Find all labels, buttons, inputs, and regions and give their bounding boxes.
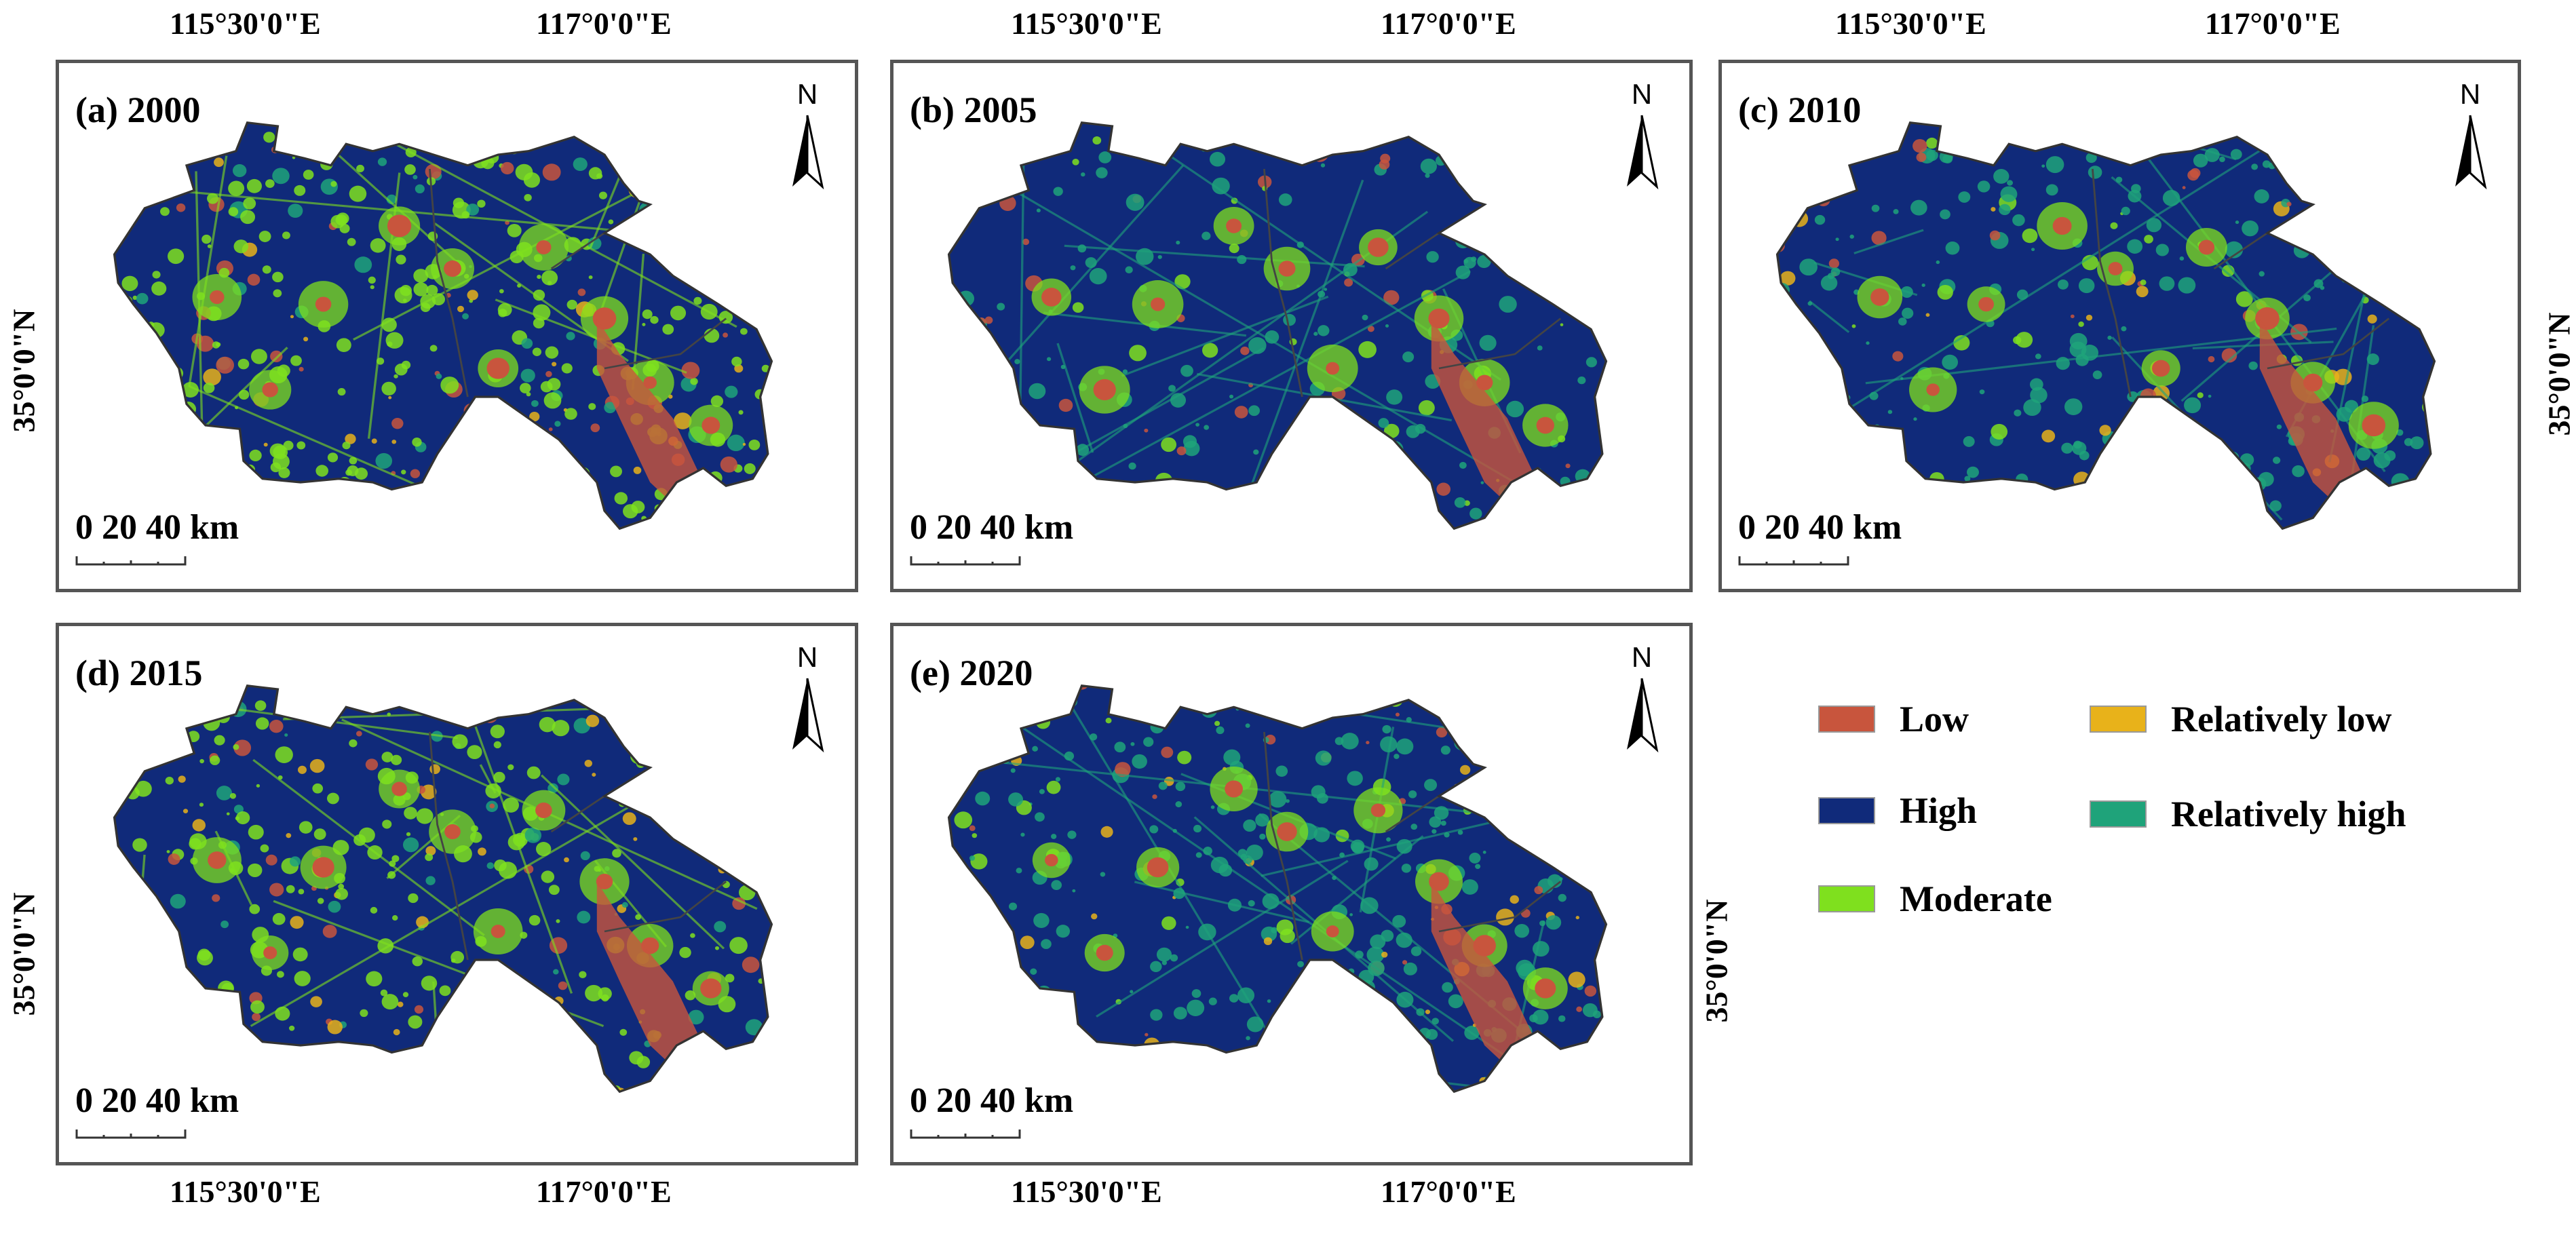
legend-item-low: Low (1818, 699, 1969, 739)
north-label: N (2459, 78, 2481, 110)
lon-label-top-c-right: 117°0'0"E (2205, 6, 2341, 41)
legend-swatch (2090, 706, 2147, 733)
legend-swatch (1818, 706, 1875, 733)
north-arrow-icon: N (780, 641, 834, 756)
legend-swatch (1818, 797, 1875, 824)
region-fill (948, 122, 1607, 529)
lon-label-top-b-left: 115°30'0"E (1011, 6, 1162, 41)
legend-item-relatively-low: Relatively low (2090, 699, 2391, 739)
map-region (947, 684, 1608, 1094)
lat-label-left-top: 35°0'0"N (6, 309, 41, 433)
lon-label-bottom-d-left: 115°30'0"E (170, 1174, 321, 1209)
panel-title: (a) 2000 (75, 90, 201, 130)
panel-title: (b) 2005 (910, 90, 1037, 130)
lat-label-right-c: 35°0'0"N (2541, 312, 2576, 436)
lon-label-top-a-right: 117°0'0"E (536, 6, 672, 41)
legend-label: Low (1900, 699, 1969, 739)
north-label: N (796, 78, 818, 110)
lon-label-top-c-left: 115°30'0"E (1835, 6, 1986, 41)
lon-label-bottom-e-right: 117°0'0"E (1381, 1174, 1516, 1209)
lon-label-bottom-e-left: 115°30'0"E (1011, 1174, 1162, 1209)
scale-bar: 0 20 40 km (1738, 507, 1902, 568)
scale-bar: 0 20 40 km (910, 507, 1073, 568)
legend-item-relatively-high: Relatively high (2090, 794, 2406, 834)
legend-label: Relatively low (2171, 699, 2392, 739)
map-panel-2005: (b) 2005 N 0 20 40 km (890, 60, 1693, 592)
scale-bar: 0 20 40 km (910, 1081, 1073, 1142)
legend-label: Moderate (1900, 878, 2052, 919)
map-panel-2010: (c) 2010 N 0 20 40 km (1718, 60, 2521, 592)
lon-label-bottom-d-right: 117°0'0"E (536, 1174, 672, 1209)
north-arrow-icon: N (780, 78, 834, 193)
legend-swatch (1818, 885, 1875, 912)
map-panel-2015: (d) 2015 N 0 20 40 km (56, 623, 858, 1165)
panel-title: (d) 2015 (75, 653, 203, 693)
north-arrow-icon: N (1615, 641, 1669, 756)
map-region (113, 121, 773, 530)
north-label: N (796, 641, 818, 673)
scale-bar: 0 20 40 km (75, 1081, 239, 1142)
map-region (113, 684, 773, 1094)
scale-label: 0 20 40 km (75, 1081, 239, 1120)
north-arrow-icon: N (1615, 78, 1669, 193)
lon-label-top-b-right: 117°0'0"E (1381, 6, 1516, 41)
legend-label: Relatively high (2171, 794, 2406, 834)
legend: Low Relatively low High Relatively high … (1805, 685, 2564, 929)
legend-item-moderate: Moderate (1818, 878, 2052, 919)
legend-swatch (2090, 800, 2147, 828)
scale-label: 0 20 40 km (910, 508, 1074, 547)
map-panel-2000: (a) 2000 N 0 20 40 km (56, 60, 858, 592)
scale-label: 0 20 40 km (910, 1081, 1074, 1120)
scale-bar: 0 20 40 km (75, 507, 239, 568)
north-label: N (1631, 78, 1653, 110)
map-panel-2020: (e) 2020 N 0 20 40 km (890, 623, 1693, 1165)
region-fill (114, 122, 772, 529)
legend-label: High (1900, 790, 1978, 831)
lon-label-top-a-left: 115°30'0"E (170, 6, 321, 41)
region-fill (1777, 122, 2435, 529)
panel-title: (e) 2020 (910, 653, 1033, 693)
lat-label-left-bottom: 35°0'0"N (6, 892, 41, 1016)
map-region (947, 121, 1608, 530)
scale-label: 0 20 40 km (75, 508, 239, 547)
lat-label-right-e: 35°0'0"N (1699, 899, 1734, 1023)
legend-item-high: High (1818, 790, 1977, 831)
north-label: N (1631, 641, 1653, 673)
scale-label: 0 20 40 km (1738, 508, 1902, 547)
panel-title: (c) 2010 (1738, 90, 1862, 130)
north-arrow-icon: N (2443, 78, 2497, 193)
map-region (1775, 121, 2436, 530)
